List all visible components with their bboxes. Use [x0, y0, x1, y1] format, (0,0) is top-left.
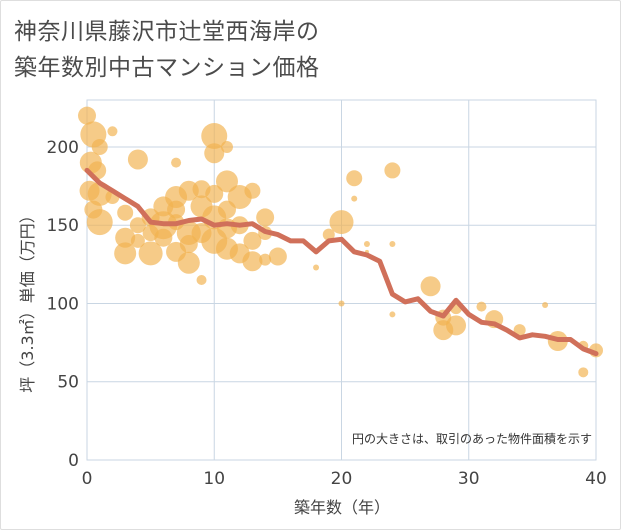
- y-tick-label: 200: [47, 138, 79, 158]
- data-bubble: [244, 182, 261, 199]
- data-bubble: [130, 233, 145, 248]
- data-bubble: [256, 208, 275, 227]
- y-tick-label: 0: [68, 451, 79, 471]
- data-bubble: [117, 204, 134, 221]
- data-bubble: [242, 251, 263, 272]
- y-tick-label: 150: [47, 216, 79, 236]
- data-bubble: [389, 311, 396, 318]
- size-legend-note: 円の大きさは、取引のあった物件面積を示す: [352, 431, 592, 446]
- average-price-line: [84, 167, 599, 357]
- data-bubble: [115, 227, 136, 248]
- y-axis-label: 坪（3.3㎡）単価（万円）: [18, 207, 37, 392]
- title-line-2: 築年数別中古マンション価格: [14, 55, 320, 81]
- title-line-1: 神奈川県藤沢市辻堂西海岸の: [14, 19, 320, 45]
- y-tick-label: 50: [57, 373, 79, 393]
- grid-lines: [86, 99, 597, 461]
- data-bubble: [329, 210, 354, 235]
- data-bubble: [201, 123, 228, 149]
- x-tick-label: 30: [458, 469, 480, 489]
- data-bubble: [204, 143, 225, 164]
- data-bubble: [86, 209, 113, 236]
- data-bubble: [338, 300, 345, 307]
- data-bubble: [127, 149, 148, 170]
- data-bubble: [205, 184, 224, 203]
- x-tick-label: 20: [331, 469, 353, 489]
- x-tick-label: 0: [82, 469, 93, 489]
- data-bubble: [542, 302, 549, 309]
- data-bubble: [177, 251, 200, 274]
- data-bubble: [346, 170, 363, 187]
- data-bubble: [351, 195, 358, 202]
- data-bubble: [313, 264, 320, 271]
- data-bubble: [114, 242, 137, 265]
- x-tick-label: 10: [203, 469, 225, 489]
- tick-labels: 0 50 100 150 200 0 10 20 30 40: [47, 138, 607, 489]
- data-bubble: [513, 324, 526, 337]
- data-bubble: [476, 301, 487, 312]
- data-bubble: [196, 275, 207, 285]
- data-bubble: [420, 276, 441, 297]
- data-bubble: [215, 170, 238, 193]
- data-bubble: [107, 126, 118, 137]
- data-bubble: [243, 231, 262, 250]
- data-bubble: [78, 106, 96, 125]
- data-bubble: [322, 228, 335, 241]
- data-bubble: [167, 200, 186, 219]
- x-tick-label: 40: [585, 469, 607, 489]
- data-bubble: [129, 217, 146, 234]
- chart-title: 神奈川県藤沢市辻堂西海岸の 築年数別中古マンション価格: [14, 14, 320, 86]
- trend-line-layer: [84, 167, 599, 357]
- data-bubble: [91, 138, 108, 155]
- data-bubble: [154, 228, 173, 247]
- data-bubble: [578, 367, 589, 378]
- data-bubble: [268, 247, 287, 266]
- x-axis-label: 築年数（年）: [294, 498, 390, 517]
- data-bubble: [259, 253, 272, 266]
- data-bubble: [220, 140, 233, 153]
- data-bubble: [171, 157, 182, 168]
- data-bubble: [363, 241, 370, 247]
- data-bubble: [446, 315, 467, 336]
- y-tick-label: 100: [47, 294, 79, 314]
- data-bubble: [384, 162, 401, 179]
- data-bubble: [179, 235, 198, 253]
- data-bubble: [138, 241, 163, 266]
- data-bubble: [389, 241, 396, 247]
